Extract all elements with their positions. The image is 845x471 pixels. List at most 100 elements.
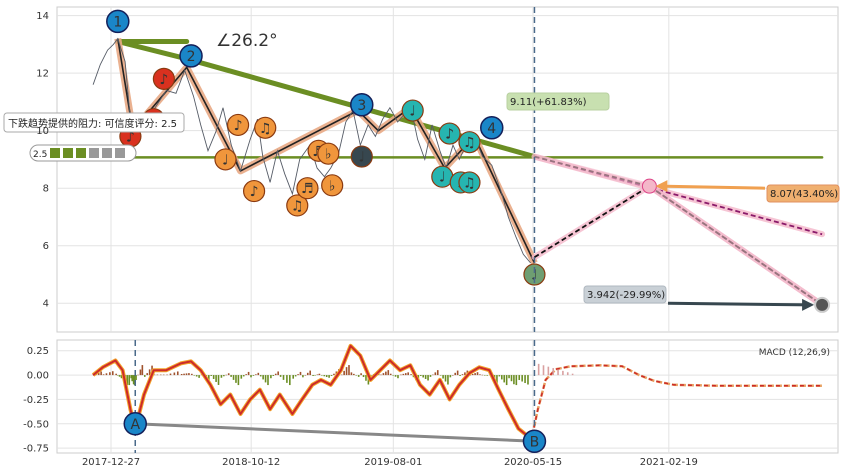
target-arrow	[659, 184, 766, 190]
wave-marker-circle	[480, 116, 504, 140]
macd-histogram-bar	[537, 363, 540, 376]
note-marker-symbol: ♪	[445, 127, 454, 143]
wave-marker-label: 1	[113, 14, 122, 30]
score-badge-block	[102, 148, 112, 158]
lower-target-label: 3.942(-29.99%)	[583, 285, 667, 304]
macd-histogram-bar	[227, 373, 230, 376]
macd-histogram-bar	[240, 375, 243, 379]
note-marker-symbol: ♪	[159, 72, 168, 88]
macd-histogram-bar	[400, 374, 402, 376]
score-badge-block	[89, 148, 99, 158]
wave-marker-label: 3	[357, 98, 366, 114]
mid-target-text: 8.07(43.40%)	[770, 189, 838, 200]
price-layer: ♪♪♭♪♩♫♪♫♬♬♭♭♩♩♪♫♩♩♫♩1234∠26.2°下跌趋势提供的阻力:…	[3, 7, 840, 332]
macd-y-tick-label: -0.75	[23, 444, 49, 455]
macd-histogram-bar	[137, 374, 139, 376]
macd-histogram-bar	[212, 375, 215, 379]
macd-histogram-bar	[505, 375, 508, 386]
macd-histogram-bar	[464, 372, 466, 376]
note-marker-circle	[350, 145, 373, 168]
note-marker-circle	[152, 67, 175, 91]
macd-histogram-bar	[306, 372, 309, 376]
wave-marker-circle	[106, 9, 130, 34]
macd-histogram-bar	[479, 374, 481, 376]
upper-target-text: 9.11(+61.83%)	[510, 97, 587, 108]
macd-histogram-bar	[191, 373, 193, 376]
note-marker-circle	[458, 171, 481, 194]
macd-histogram-bar	[321, 375, 323, 376]
axis-layer: 2017-12-27 2018-10-12 2019-08-01 2020-05-15…	[23, 11, 698, 468]
score-badge-text: 2.5	[33, 150, 47, 160]
macd-histogram-bar	[130, 375, 133, 379]
macd-histogram-bar	[500, 375, 503, 380]
divergence-line	[135, 422, 535, 443]
macd-histogram-bar	[111, 371, 114, 376]
macd-histogram-bar	[141, 365, 144, 376]
macd-histogram-bar	[385, 371, 387, 376]
macd-histogram-bar	[389, 373, 392, 376]
macd-histogram-bar	[486, 375, 489, 376]
macd-histogram-bar	[289, 375, 291, 386]
macd-histogram-bar	[424, 375, 427, 379]
macd-histogram-bar	[255, 374, 257, 376]
macd-histogram-bar	[128, 375, 131, 386]
x-tick-label: 2019-08-01	[364, 457, 422, 468]
macd-histogram-bar	[267, 375, 269, 386]
macd-histogram-bar	[429, 375, 432, 377]
macd-histogram-bar	[115, 373, 117, 376]
price-y-tick-label: 10	[36, 126, 49, 137]
macd-histogram-bar	[422, 375, 425, 378]
target-arrowhead	[655, 180, 668, 193]
macd-histogram-bar	[449, 375, 452, 378]
macd-histogram-bar	[333, 373, 335, 376]
macd-histogram-bar	[252, 375, 255, 376]
macd-histogram-bar	[272, 375, 275, 376]
macd-histogram-bar	[250, 375, 252, 378]
macd-histogram-bar	[444, 375, 447, 382]
macd-histogram-bar	[131, 375, 133, 382]
note-marker-circle	[458, 131, 481, 154]
target-point-circle	[814, 296, 831, 313]
wave-marker-label: A	[130, 417, 140, 433]
note-marker-symbol: ♩	[409, 104, 416, 120]
macd-title: MACD (12,26,9)	[759, 348, 830, 358]
wave-marker-label: B	[530, 434, 540, 450]
macd-histogram-bar	[557, 369, 559, 376]
macd-histogram-bar	[264, 375, 267, 383]
macd-histogram-bar	[542, 365, 545, 376]
projection-halo	[647, 183, 824, 308]
note-marker-circle	[226, 113, 250, 137]
macd-histogram-bar	[474, 373, 476, 376]
macd-histogram-bar	[223, 375, 225, 377]
macd-histogram-bar	[220, 375, 223, 378]
macd-histogram-bar	[270, 375, 272, 379]
macd-histogram-bar	[404, 373, 407, 376]
price-series	[92, 37, 531, 264]
price-y-tick-label: 4	[43, 299, 49, 310]
macd-histogram-bar	[328, 375, 330, 378]
macd-histogram-bar	[447, 375, 449, 385]
note-marker-circle	[214, 148, 237, 171]
note-marker-symbol: ♫	[259, 121, 272, 137]
macd-histogram-bar	[262, 375, 264, 380]
macd-histogram-bar	[510, 375, 513, 382]
macd-histogram-bar	[362, 375, 365, 378]
note-marker-circle	[242, 179, 266, 203]
macd-histogram-bar	[365, 375, 367, 381]
macd-histogram-bar	[318, 373, 321, 376]
score-badge-block	[50, 148, 60, 158]
macd-histogram-bar	[282, 375, 285, 380]
note-marker-circle	[317, 142, 340, 165]
macd-histogram-bar	[232, 375, 235, 380]
macd-histogram-bar	[380, 374, 382, 376]
macd-histogram-bar	[193, 375, 196, 376]
macd-histogram-bar	[126, 375, 129, 386]
macd-histogram-bar	[166, 374, 168, 376]
macd-histogram-bar	[454, 372, 457, 376]
macd-histogram-bar	[348, 365, 350, 376]
macd-histogram-bar	[210, 375, 213, 376]
macd-histogram-bar	[427, 375, 429, 381]
score-badge-block	[76, 148, 86, 158]
macd-histogram-bar	[312, 375, 314, 376]
